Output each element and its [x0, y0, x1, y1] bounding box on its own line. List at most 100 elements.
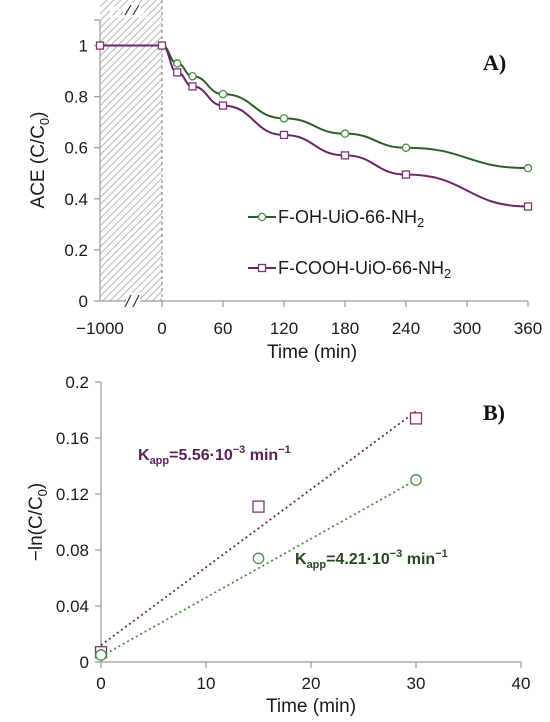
y-axis-title-b-sub: 0: [35, 489, 50, 496]
x-ticks-a: 0 60 120 180 240 300 360: [157, 301, 542, 338]
y-tick-b-label: 0.04: [56, 597, 89, 616]
data-point-b-cooh: [409, 412, 423, 425]
x-tick-b-label: 30: [407, 674, 426, 693]
legend-label-cooh-sub: 2: [444, 266, 451, 281]
y-tick-b-label: 0.12: [56, 485, 89, 504]
legend-item-oh: F-OH-UiO-66-NH2: [248, 207, 424, 230]
series-line-a-oh: [100, 44, 529, 170]
axis-break-bottom: [124, 293, 140, 309]
kapp-label-oh-exp: −3: [390, 548, 403, 560]
data-point-b-cooh: [252, 500, 265, 513]
data-point-a-cooh: [279, 130, 289, 140]
data-point-a-cooh: [523, 202, 533, 211]
y-tick-b-label: 0.2: [65, 373, 89, 392]
panel-b: 0 0.04 0.08 0.12 0.16 0.2 0 10 20 30 40 Time (min…: [26, 373, 530, 717]
kapp-label-cooh: Kapp=5.56·10−3 min−1: [138, 444, 291, 467]
kapp-label-oh: Kapp=4.21·10−3 min−1: [295, 548, 448, 571]
y-tick-a-label: 0.8: [64, 88, 88, 107]
y-tick-a-label: 0.4: [64, 190, 88, 209]
data-point-a-cooh: [401, 170, 411, 179]
data-point-a-cooh: [188, 82, 197, 91]
y-axis-title-b-main: −ln(C/C: [26, 496, 47, 561]
y-tick-a-label: 0: [79, 292, 88, 311]
y-tick-b-label: 0.08: [56, 541, 89, 560]
kapp-label-cooh-eq: =5.56·10: [169, 447, 233, 464]
data-point-a-cooh: [218, 101, 228, 110]
y-axis-title-b-close: ): [26, 483, 47, 489]
legend-a: F-OH-UiO-66-NH2 F-COOH-UiO-66-NH2: [248, 207, 451, 281]
x-tick-a-label: 240: [392, 319, 420, 338]
data-point-b-oh: [95, 649, 107, 661]
data-point-b-oh: [252, 552, 265, 565]
legend-marker-cooh: [257, 263, 267, 273]
y-axis-title-b: −ln(C/C0): [26, 483, 50, 562]
x-tick-a-label: 60: [214, 319, 233, 338]
fit-line-cooh: [100, 410, 417, 646]
x-ticks-b: 0 10 20 30 40: [96, 662, 530, 693]
data-point-a-oh: [188, 71, 197, 81]
x-axis-title-b: Time (min): [266, 696, 356, 717]
series-b: [94, 410, 423, 661]
x-tick-a-label: 120: [270, 319, 298, 338]
legend-label-oh-sub: 2: [417, 215, 424, 230]
kapp-label-oh-eq: =4.21·10: [326, 551, 390, 568]
dark-tick-label: −1000: [76, 319, 124, 338]
y-axis-title-a: ACE (C/C0): [28, 112, 52, 209]
x-tick-b-label: 0: [96, 674, 105, 693]
kapp-label-cooh-unit: min: [245, 447, 278, 464]
y-tick-b-label: 0.16: [56, 429, 89, 448]
data-point-a-cooh: [157, 41, 167, 50]
data-point-a-oh: [172, 59, 182, 68]
y-tick-a-label: 1: [79, 37, 88, 56]
data-point-a-oh: [279, 114, 289, 123]
data-point-b-oh: [410, 474, 422, 486]
y-ticks-b: 0 0.04 0.08 0.12 0.16 0.2: [56, 373, 101, 672]
panel-a: Dark Light on 00.20.40.60.81 06012018024…: [28, 0, 542, 363]
x-tick-a-label: 0: [157, 319, 166, 338]
data-point-a-cooh: [173, 68, 182, 77]
legend-label-cooh-main: F-COOH-UiO-66-NH: [278, 258, 444, 278]
legend-label-cooh: F-COOH-UiO-66-NH2: [278, 258, 451, 281]
y-tick-a-label: 0.2: [64, 241, 88, 260]
kapp-label-cooh-k-sub: app: [150, 455, 170, 467]
data-point-a-cooh: [340, 151, 350, 160]
data-point-a-oh: [340, 129, 350, 138]
kapp-label-oh-unit: min: [402, 551, 435, 568]
data-point-a-oh: [401, 143, 411, 152]
y-axis-title-a-close: ): [28, 112, 49, 118]
x-tick-b-label: 40: [512, 674, 531, 693]
kapp-label-cooh-exp: −3: [233, 444, 246, 456]
axis-break-top: [124, 3, 140, 17]
series-a: [95, 41, 533, 211]
kapp-label-oh-unit-exp: −1: [435, 548, 448, 560]
y-tick-b-label: 0: [80, 653, 89, 672]
y-tick-a-label: 0.6: [64, 139, 88, 158]
legend-item-cooh: F-COOH-UiO-66-NH2: [248, 258, 451, 281]
data-point-a-oh: [523, 163, 533, 173]
y-axis-title-a-sub: 0: [37, 118, 52, 125]
kapp-label-oh-k: K: [295, 551, 307, 568]
y-axis-title-a-main: ACE (C/C: [28, 125, 49, 208]
data-point-a-oh: [218, 89, 228, 99]
kapp-label-cooh-k: K: [138, 447, 150, 464]
x-tick-b-label: 20: [302, 674, 321, 693]
x-tick-a-label: 360: [514, 319, 542, 338]
x-tick-b-label: 10: [197, 674, 216, 693]
x-axis-title-a: Time (min): [267, 342, 357, 363]
kapp-label-oh-k-sub: app: [307, 559, 327, 571]
fit-line-oh: [100, 479, 417, 658]
kapp-label-cooh-unit-exp: −1: [278, 444, 291, 456]
y-ticks-a: 0 0.2 0.4 0.6 0.8 1: [64, 37, 100, 311]
panel-a-label: A): [483, 50, 506, 75]
legend-label-oh: F-OH-UiO-66-NH2: [278, 207, 424, 230]
light-on-label: Light on: [227, 3, 294, 22]
x-tick-a-label: 300: [453, 319, 481, 338]
panel-b-label: B): [483, 400, 505, 425]
legend-label-oh-main: F-OH-UiO-66-NH: [278, 207, 417, 227]
dark-region: [100, 0, 162, 301]
legend-marker-oh: [257, 212, 267, 222]
x-tick-a-label: 180: [331, 319, 359, 338]
data-point-a-cooh: [95, 41, 105, 50]
